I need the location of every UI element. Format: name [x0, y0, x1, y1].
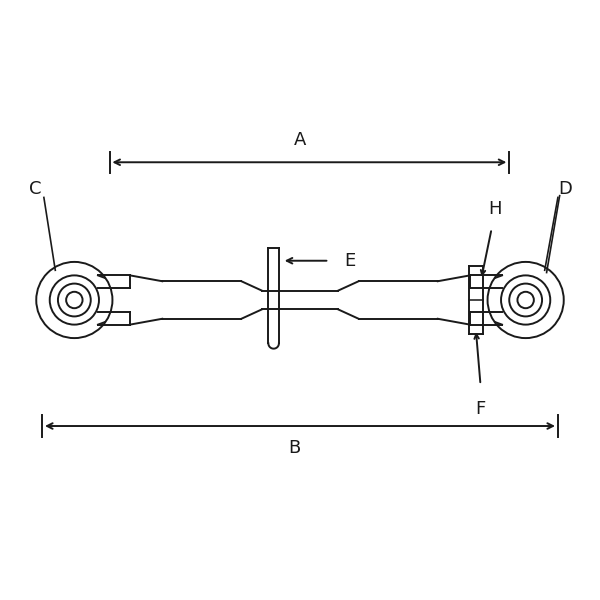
Text: F: F: [475, 400, 485, 418]
Text: E: E: [344, 252, 355, 270]
Text: D: D: [559, 179, 572, 197]
Text: H: H: [488, 200, 502, 218]
Text: B: B: [288, 439, 300, 457]
Text: C: C: [29, 179, 42, 197]
Text: A: A: [294, 131, 306, 149]
